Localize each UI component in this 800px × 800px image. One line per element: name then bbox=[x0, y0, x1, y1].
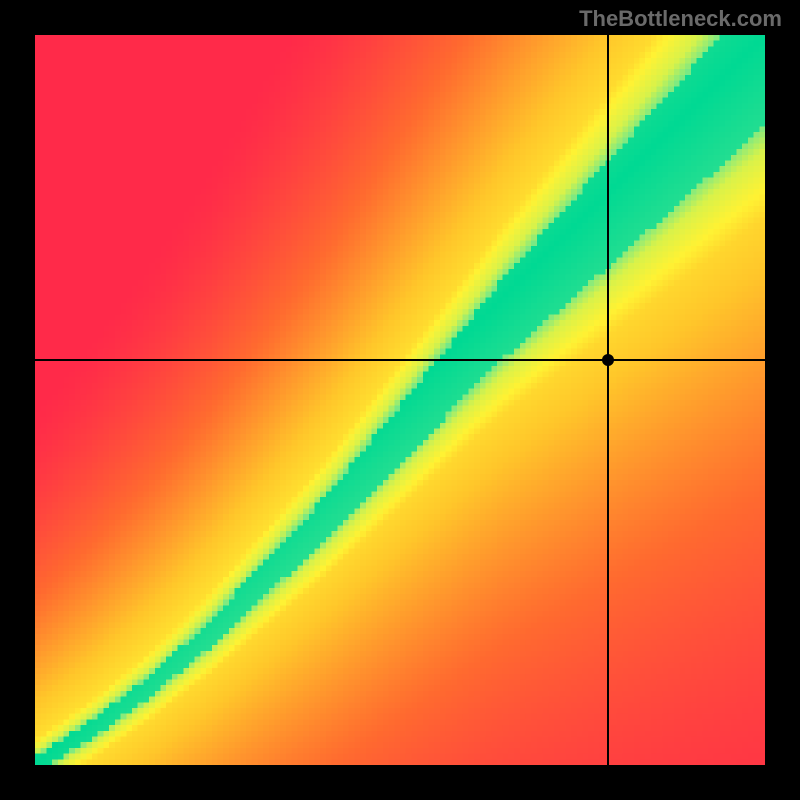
bottleneck-heatmap bbox=[35, 35, 765, 765]
watermark-text: TheBottleneck.com bbox=[579, 6, 782, 32]
chart-container: { "watermark": { "text": "TheBottleneck.… bbox=[0, 0, 800, 800]
